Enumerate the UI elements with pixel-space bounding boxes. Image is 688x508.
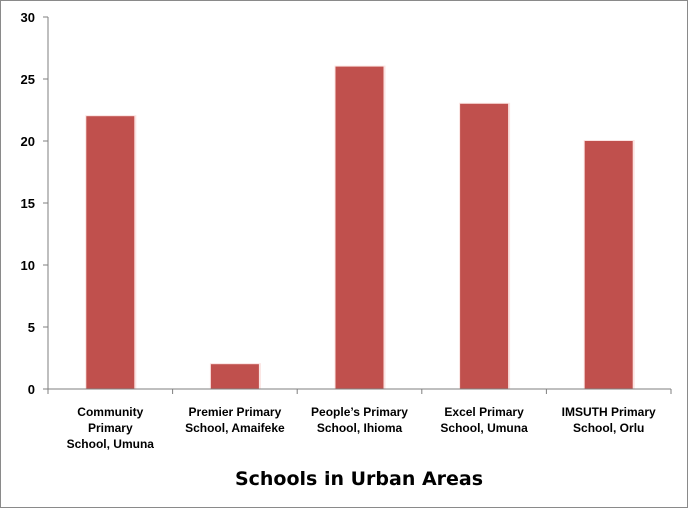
x-tick-label: People’s Primary School, Ihioma [311,405,408,435]
plot-area: 0 5 10 15 20 25 30 Community Primary School, Umun… [21,10,672,451]
bar [460,103,509,390]
bar [335,66,384,389]
x-tick-label: Premier Primary School, Amaifeke [185,405,285,435]
x-tick-label-line: School, Orlu [573,421,644,435]
x-tick-label-line: Excel Primary [444,405,524,419]
x-tick-label: IMSUTH Primary School, Orlu [562,405,656,435]
y-tick-label: 5 [28,320,35,335]
bar [210,364,259,389]
y-tick-label: 15 [21,196,35,211]
x-tick-label-line: Premier Primary [189,405,282,419]
x-tick-label-line: School, Umuna [440,421,528,435]
x-tick-label-line: School, Umuna [67,437,155,451]
x-tick-label: Community Primary School, Umuna [67,405,155,451]
bar [584,141,633,389]
x-tick-label-line: Community [77,405,143,419]
y-tick-label: 20 [21,134,35,149]
x-axis-title: Schools in Urban Areas [235,468,483,490]
y-tick-label: 30 [21,10,35,25]
x-tick-label-line: School, Ihioma [317,421,403,435]
x-tick-label-line: Primary [88,421,133,435]
x-tick-label-line: People’s Primary [311,405,408,419]
y-tick-label: 0 [28,382,35,397]
x-tick-label-line: School, Amaifeke [185,421,285,435]
y-tick-label: 25 [21,72,35,87]
y-tick-label: 10 [21,258,35,273]
bar [86,116,135,389]
x-tick-label-line: IMSUTH Primary [562,405,656,419]
x-tick-label: Excel Primary School, Umuna [440,405,528,435]
